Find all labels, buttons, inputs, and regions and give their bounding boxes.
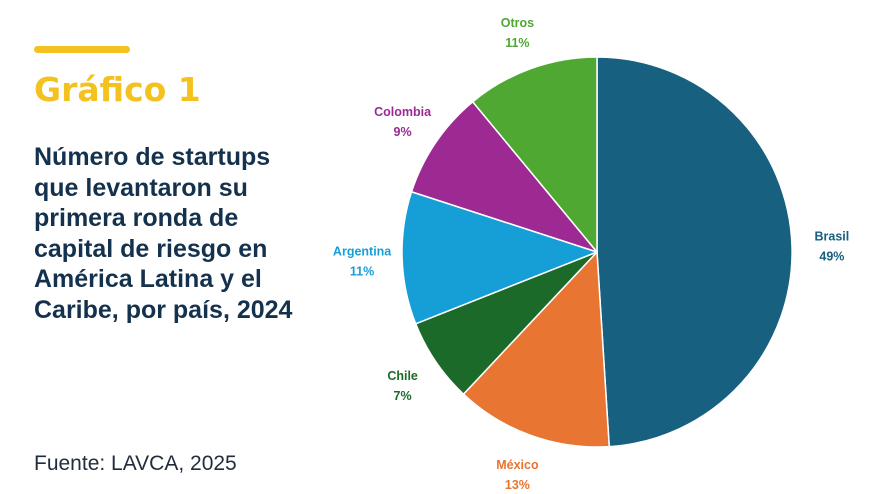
pie-slice-argentina	[401, 190, 598, 325]
slice-value-colombia: 9%	[394, 125, 412, 139]
slice-value-argentina: 11%	[350, 264, 374, 278]
pie-slice-mexico	[462, 251, 610, 448]
slice-value-otros: 11%	[505, 36, 529, 50]
slice-label-brasil: Brasil	[815, 230, 850, 244]
accent-bar	[34, 46, 130, 53]
figure-label: Gráfico 1	[34, 70, 201, 109]
slice-label-argentina: Argentina	[333, 244, 392, 258]
pie-slice-colombia	[410, 101, 598, 253]
slice-value-brasil: 49%	[819, 250, 844, 264]
pie-labels: Brasil 49% México 13% Chile 7% Argentina 11% Col…	[333, 16, 849, 492]
chart-title: Número de startups que levantaron su pri…	[34, 143, 293, 324]
slice-value-chile: 7%	[394, 389, 412, 403]
slice-label-mexico: México	[496, 458, 539, 472]
slice-label-otros: Otros	[501, 16, 534, 30]
pie-slices	[401, 56, 793, 448]
slice-value-mexico: 13%	[505, 478, 530, 492]
source-note: Fuente: LAVCA, 2025	[34, 452, 237, 475]
pie-slice-brasil	[596, 56, 793, 448]
slice-label-colombia: Colombia	[374, 105, 432, 119]
slice-label-chile: Chile	[387, 369, 418, 383]
pie-slice-otros	[471, 56, 598, 253]
